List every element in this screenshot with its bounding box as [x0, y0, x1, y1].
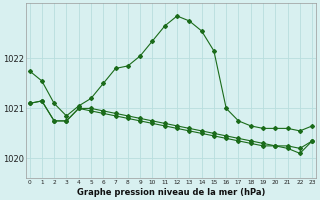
X-axis label: Graphe pression niveau de la mer (hPa): Graphe pression niveau de la mer (hPa) — [77, 188, 265, 197]
